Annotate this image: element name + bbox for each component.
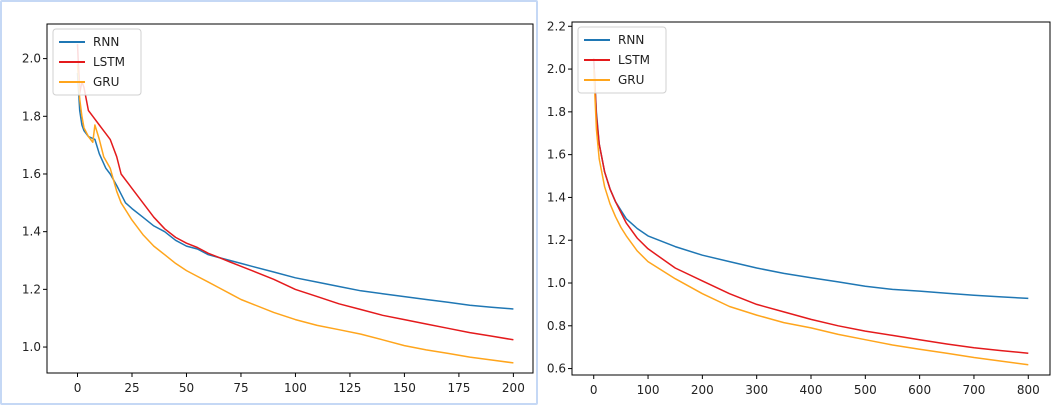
x-tick-label: 0 — [590, 383, 598, 397]
y-tick-label: 1.6 — [547, 148, 566, 162]
legend-label-lstm: LSTM — [93, 55, 125, 69]
y-tick-label: 0.6 — [547, 362, 566, 376]
y-tick-label: 2.2 — [547, 19, 566, 33]
legend-box — [52, 28, 142, 96]
x-tick-label: 400 — [800, 383, 823, 397]
x-tick-label: 300 — [745, 383, 768, 397]
left-loss-chart: 0 25 50 75 100 125 150 175 200 1.0 1.2 1.4 1.6 1.8 2.0… — [22, 23, 534, 395]
x-tick-label: 600 — [908, 383, 931, 397]
legend-label-gru: GRU — [618, 73, 644, 87]
x-tick-label: 100 — [284, 381, 307, 395]
x-tick-label: 200 — [691, 383, 714, 397]
y-tick-label: 1.4 — [547, 190, 566, 204]
y-tick-label: 1.0 — [22, 340, 41, 354]
legend-label-rnn: RNN — [93, 35, 119, 49]
legend-label-gru: GRU — [93, 75, 119, 89]
series-line-gru — [76, 64, 514, 364]
x-tick-label: 75 — [233, 381, 248, 395]
y-tick-label: 2.0 — [22, 52, 41, 66]
series-line-lstm — [592, 58, 1029, 354]
y-tick-label: 1.8 — [547, 105, 566, 119]
series-line-lstm — [76, 44, 514, 341]
x-tick-label: 500 — [854, 383, 877, 397]
y-tick-label: 1.6 — [22, 167, 41, 181]
series-line-rnn — [76, 72, 514, 310]
series-line-rnn — [592, 58, 1029, 300]
x-tick-label: 50 — [179, 381, 194, 395]
legend-label-rnn: RNN — [618, 33, 644, 47]
y-tick-label: 2.0 — [547, 62, 566, 76]
legend-label-lstm: LSTM — [618, 53, 650, 67]
x-tick-label: 125 — [338, 381, 361, 395]
y-tick-label: 1.2 — [22, 282, 41, 296]
right-chart-panel: 0 100 200 300 400 500 600 700 800 0.6 0.8 1.0 1.2 1.4… — [540, 0, 1055, 412]
x-tick-label: 200 — [502, 381, 525, 395]
x-tick-label: 150 — [393, 381, 416, 395]
right-loss-chart: 0 100 200 300 400 500 600 700 800 0.6 0.8 1.0 1.2 1.4… — [547, 19, 1051, 397]
y-tick-label: 0.8 — [547, 319, 566, 333]
y-tick-label: 1.2 — [547, 233, 566, 247]
y-tick-label: 1.4 — [22, 225, 41, 239]
axes-frame — [46, 23, 534, 374]
x-tick-label: 800 — [1017, 383, 1040, 397]
x-tick-label: 0 — [74, 381, 82, 395]
x-tick-label: 700 — [963, 383, 986, 397]
x-tick-label: 100 — [637, 383, 660, 397]
y-tick-label: 1.8 — [22, 109, 41, 123]
x-tick-label: 175 — [447, 381, 470, 395]
x-tick-label: 25 — [124, 381, 139, 395]
y-tick-label: 1.0 — [547, 276, 566, 290]
series-line-gru — [592, 69, 1029, 366]
left-chart-panel: 0 25 50 75 100 125 150 175 200 1.0 1.2 1.4 1.6 1.8 2.0… — [0, 0, 538, 405]
legend-box — [577, 26, 667, 94]
